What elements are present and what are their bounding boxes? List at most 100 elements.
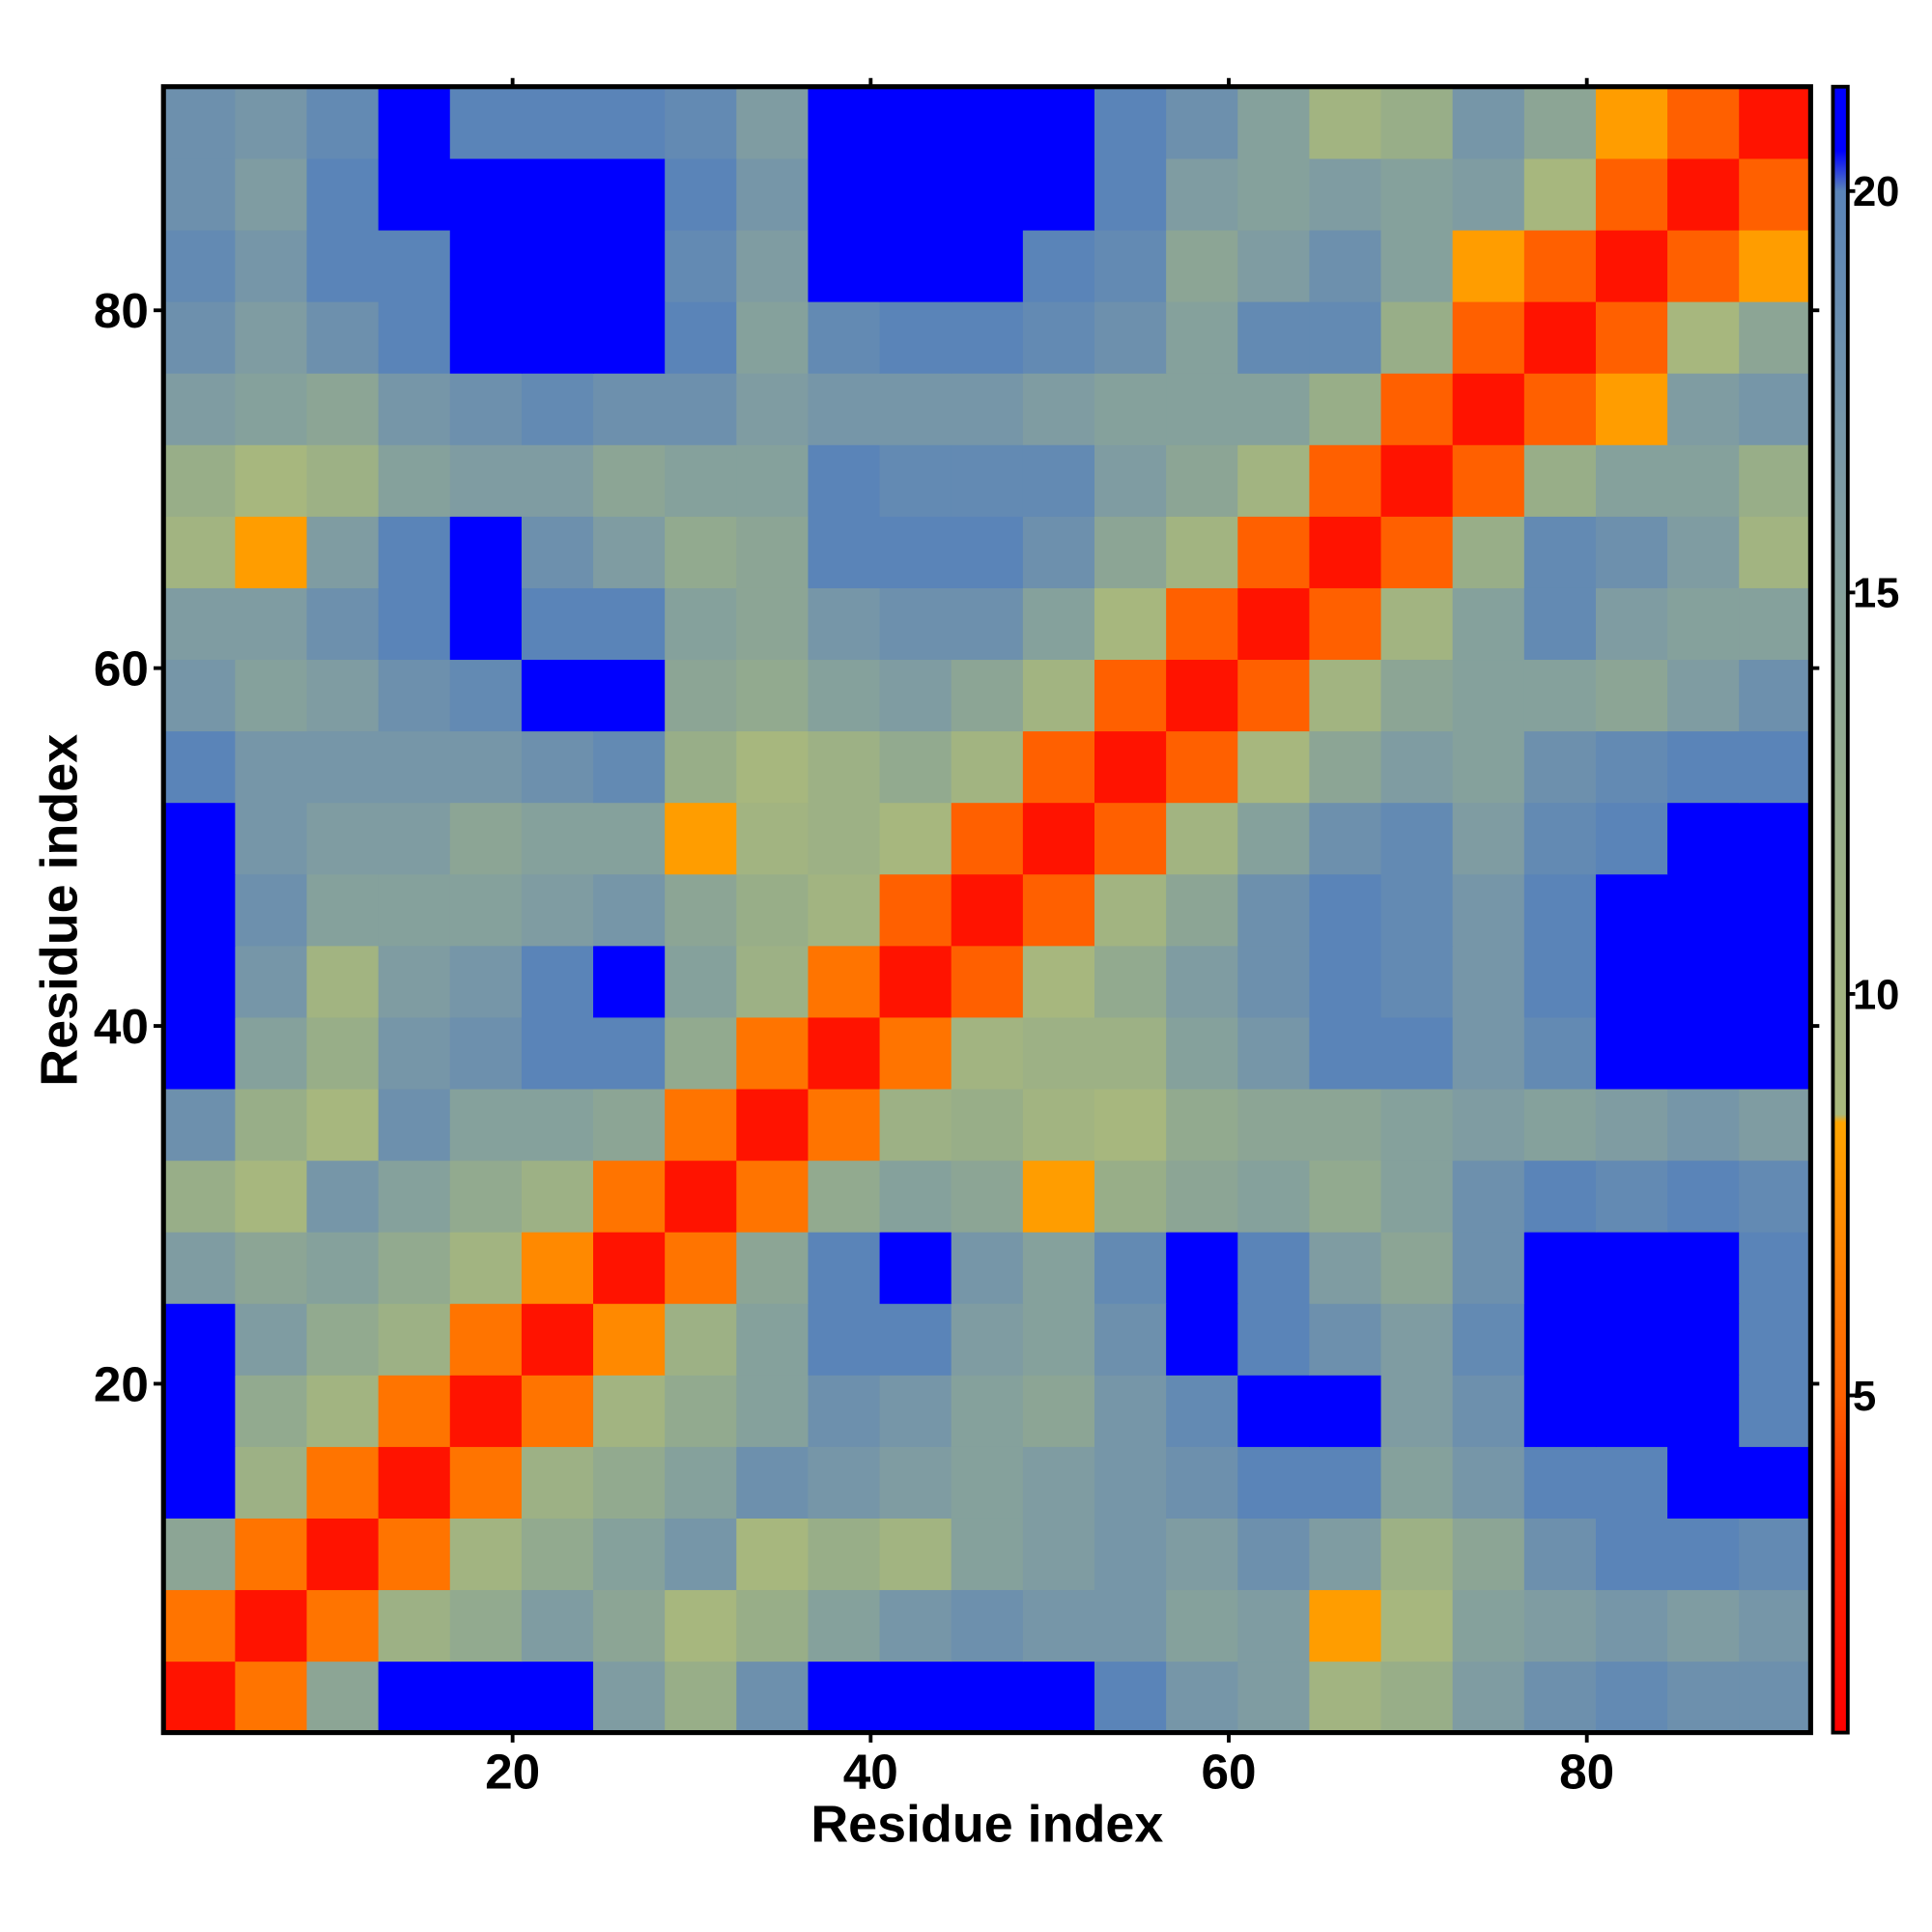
- heatmap-cell: [1667, 1088, 1740, 1161]
- heatmap-cell: [1380, 1016, 1454, 1090]
- heatmap-cell: [1166, 802, 1238, 875]
- heatmap-cell: [1380, 873, 1454, 947]
- heatmap-cell: [951, 1589, 1024, 1662]
- heatmap-cell: [1452, 1016, 1525, 1090]
- heatmap-cell: [808, 86, 881, 159]
- heatmap-cell: [665, 86, 737, 159]
- heatmap-cell: [951, 1016, 1024, 1090]
- heatmap-cell: [1166, 1303, 1238, 1376]
- heatmap-cell: [1309, 86, 1382, 159]
- heatmap-cell: [879, 1088, 952, 1161]
- heatmap-cell: [521, 373, 594, 445]
- heatmap-cell: [1022, 229, 1095, 302]
- heatmap-cell: [235, 1589, 308, 1662]
- heatmap-cell: [1094, 1232, 1167, 1304]
- heatmap-cell: [1094, 587, 1167, 661]
- heatmap-cell: [1237, 1446, 1311, 1519]
- heatmap-cell: [235, 659, 308, 732]
- heatmap-cell: [163, 873, 237, 947]
- heatmap-cell: [1523, 1375, 1597, 1447]
- x-tick-label: 20: [485, 1744, 540, 1799]
- y-tick-label: 60: [94, 641, 149, 696]
- heatmap-cell: [1452, 1232, 1525, 1304]
- heatmap-cell: [1237, 373, 1311, 445]
- heatmap-cell: [306, 587, 380, 661]
- heatmap-cell: [449, 157, 523, 231]
- heatmap-cell: [1166, 945, 1238, 1018]
- heatmap-cell: [1667, 1446, 1740, 1519]
- heatmap-cell: [593, 373, 666, 445]
- heatmap-cell: [1309, 1016, 1382, 1090]
- heatmap-cell: [1309, 730, 1382, 804]
- heatmap-cell: [163, 1518, 237, 1591]
- heatmap-cell: [235, 1159, 308, 1233]
- heatmap-cell: [521, 86, 594, 159]
- heatmap-cell: [1237, 1232, 1311, 1304]
- heatmap-cell: [1094, 730, 1167, 804]
- heatmap-cell: [1094, 1303, 1167, 1376]
- heatmap-cell: [1166, 1232, 1238, 1304]
- heatmap-cell: [1667, 300, 1740, 374]
- heatmap-cell: [808, 373, 881, 445]
- heatmap-cell: [1523, 1088, 1597, 1161]
- heatmap-cell: [163, 373, 237, 445]
- heatmap-cell: [1237, 945, 1311, 1018]
- heatmap-cell: [1523, 229, 1597, 302]
- heatmap-cell: [1237, 1159, 1311, 1233]
- heatmap-cells: [163, 86, 1811, 1734]
- heatmap-cell: [1667, 373, 1740, 445]
- heatmap-cell: [1309, 373, 1382, 445]
- heatmap-cell: [163, 1661, 237, 1734]
- heatmap-cell: [1022, 157, 1095, 231]
- heatmap-cell: [808, 157, 881, 231]
- heatmap-cell: [1739, 516, 1811, 588]
- heatmap-cell: [1237, 444, 1311, 517]
- heatmap-cell: [1022, 587, 1095, 661]
- heatmap-cell: [306, 659, 380, 732]
- heatmap-cell: [378, 873, 451, 947]
- heatmap-cell: [1739, 157, 1811, 231]
- heatmap-cell: [1667, 1159, 1740, 1233]
- heatmap-cell: [665, 659, 737, 732]
- heatmap-cell: [593, 157, 666, 231]
- heatmap-cell: [449, 1088, 523, 1161]
- y-tick-label: 20: [94, 1356, 149, 1411]
- heatmap-cell: [1452, 373, 1525, 445]
- heatmap-cell: [235, 157, 308, 231]
- heatmap-cell: [1309, 300, 1382, 374]
- heatmap-cell: [1380, 945, 1454, 1018]
- heatmap-cell: [736, 1159, 810, 1233]
- heatmap-cell: [736, 444, 810, 517]
- heatmap-cell: [306, 730, 380, 804]
- heatmap-cell: [235, 1303, 308, 1376]
- heatmap-cell: [808, 516, 881, 588]
- heatmap-cell: [449, 373, 523, 445]
- heatmap-cell: [235, 516, 308, 588]
- heatmap-cell: [378, 1088, 451, 1161]
- heatmap-cell: [1166, 659, 1238, 732]
- heatmap-cell: [808, 1303, 881, 1376]
- heatmap-cell: [1237, 516, 1311, 588]
- heatmap-cell: [378, 1303, 451, 1376]
- colorbar: [1831, 84, 1850, 1735]
- heatmap-cell: [378, 1661, 451, 1734]
- heatmap-cell: [378, 730, 451, 804]
- heatmap-cell: [665, 1159, 737, 1233]
- heatmap-cell: [1380, 1232, 1454, 1304]
- heatmap-cell: [1739, 802, 1811, 875]
- heatmap-cell: [879, 444, 952, 517]
- heatmap-cell: [665, 730, 737, 804]
- heatmap-cell: [1667, 802, 1740, 875]
- heatmap-cell: [449, 802, 523, 875]
- heatmap-cell: [1739, 587, 1811, 661]
- heatmap-cell: [1523, 373, 1597, 445]
- heatmap-cell: [1667, 1661, 1740, 1734]
- heatmap-cell: [593, 1016, 666, 1090]
- heatmap-cell: [1094, 157, 1167, 231]
- heatmap-cell: [235, 873, 308, 947]
- heatmap-cell: [1022, 1016, 1095, 1090]
- heatmap-cell: [1094, 373, 1167, 445]
- heatmap-cell: [1309, 1446, 1382, 1519]
- heatmap-cell: [378, 516, 451, 588]
- heatmap-cell: [1309, 1232, 1382, 1304]
